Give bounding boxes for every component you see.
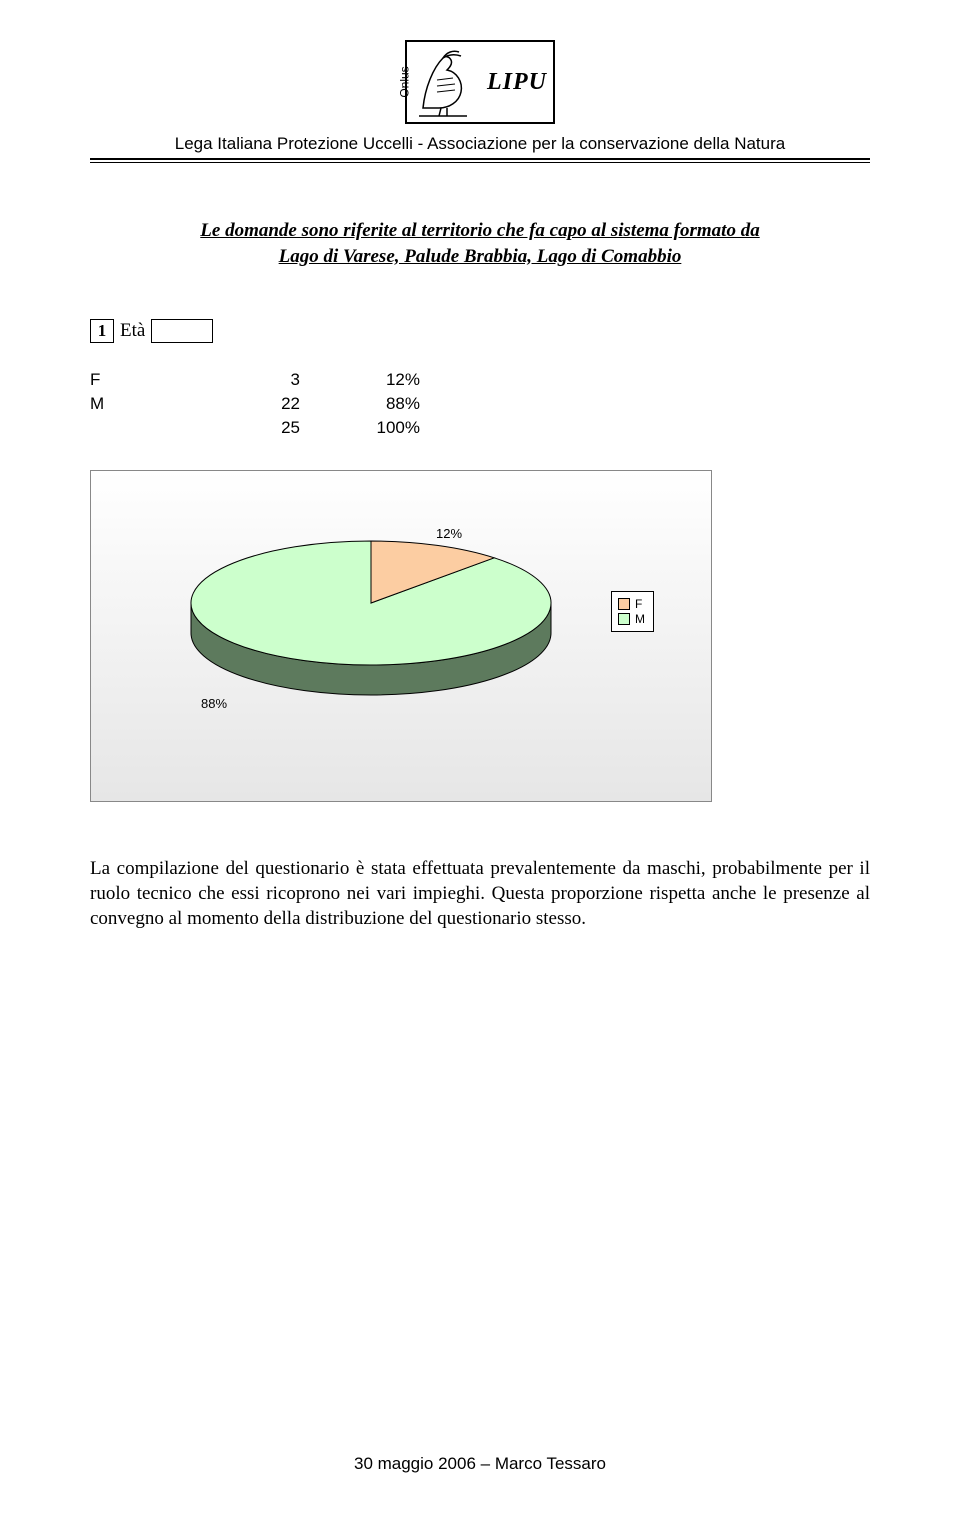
cell-pct: 12%: [340, 368, 420, 392]
cell-n: 3: [200, 368, 340, 392]
onlus-label: Onlus: [398, 66, 412, 97]
logo-text: LIPU: [487, 69, 547, 96]
cell-pct: 100%: [340, 416, 420, 440]
cell-n: 25: [200, 416, 340, 440]
slice-label-f: 12%: [436, 526, 462, 541]
document-page: Onlus LIPU Lega Italiana Protezione Ucce…: [0, 0, 960, 1514]
cell-pct: 88%: [340, 392, 420, 416]
pie-chart-svg: [91, 471, 711, 801]
intro-line-2: Lago di Varese, Palude Brabbia, Lago di …: [279, 246, 682, 267]
header-rule-thin: [90, 162, 870, 163]
question-input-box: [151, 319, 213, 343]
legend-label-m: M: [635, 612, 645, 626]
body-paragraph: La compilazione del questionario è stata…: [90, 857, 870, 931]
org-header-line: Lega Italiana Protezione Uccelli - Assoc…: [90, 134, 870, 154]
question-label: Età: [120, 320, 145, 342]
slice-label-m: 88%: [201, 696, 227, 711]
logo-box: Onlus LIPU: [405, 40, 555, 124]
data-table: F 3 12% M 22 88% 25 100%: [90, 368, 420, 440]
question-number-box: 1: [90, 319, 114, 343]
intro-text: Le domande sono riferite al territorio c…: [168, 218, 792, 269]
cell-cat: F: [90, 368, 200, 392]
cell-cat: [90, 416, 200, 440]
pie-chart: 12% 88% F M: [90, 470, 712, 802]
table-row: M 22 88%: [90, 392, 420, 416]
legend-label-f: F: [635, 597, 642, 611]
legend-item: M: [618, 612, 645, 626]
page-footer: 30 maggio 2006 – Marco Tessaro: [0, 1454, 960, 1474]
intro-line-1: Le domande sono riferite al territorio c…: [200, 220, 759, 241]
legend-swatch-m: [618, 613, 630, 625]
question-row: 1 Età: [90, 319, 870, 343]
chart-legend: F M: [611, 591, 654, 632]
legend-swatch-f: [618, 598, 630, 610]
cell-n: 22: [200, 392, 340, 416]
table-row: F 3 12%: [90, 368, 420, 392]
cell-cat: M: [90, 392, 200, 416]
legend-item: F: [618, 597, 645, 611]
logo-container: Onlus LIPU: [90, 40, 870, 124]
bird-icon: [413, 48, 473, 118]
table-row: 25 100%: [90, 416, 420, 440]
header-rule-thick: [90, 158, 870, 160]
